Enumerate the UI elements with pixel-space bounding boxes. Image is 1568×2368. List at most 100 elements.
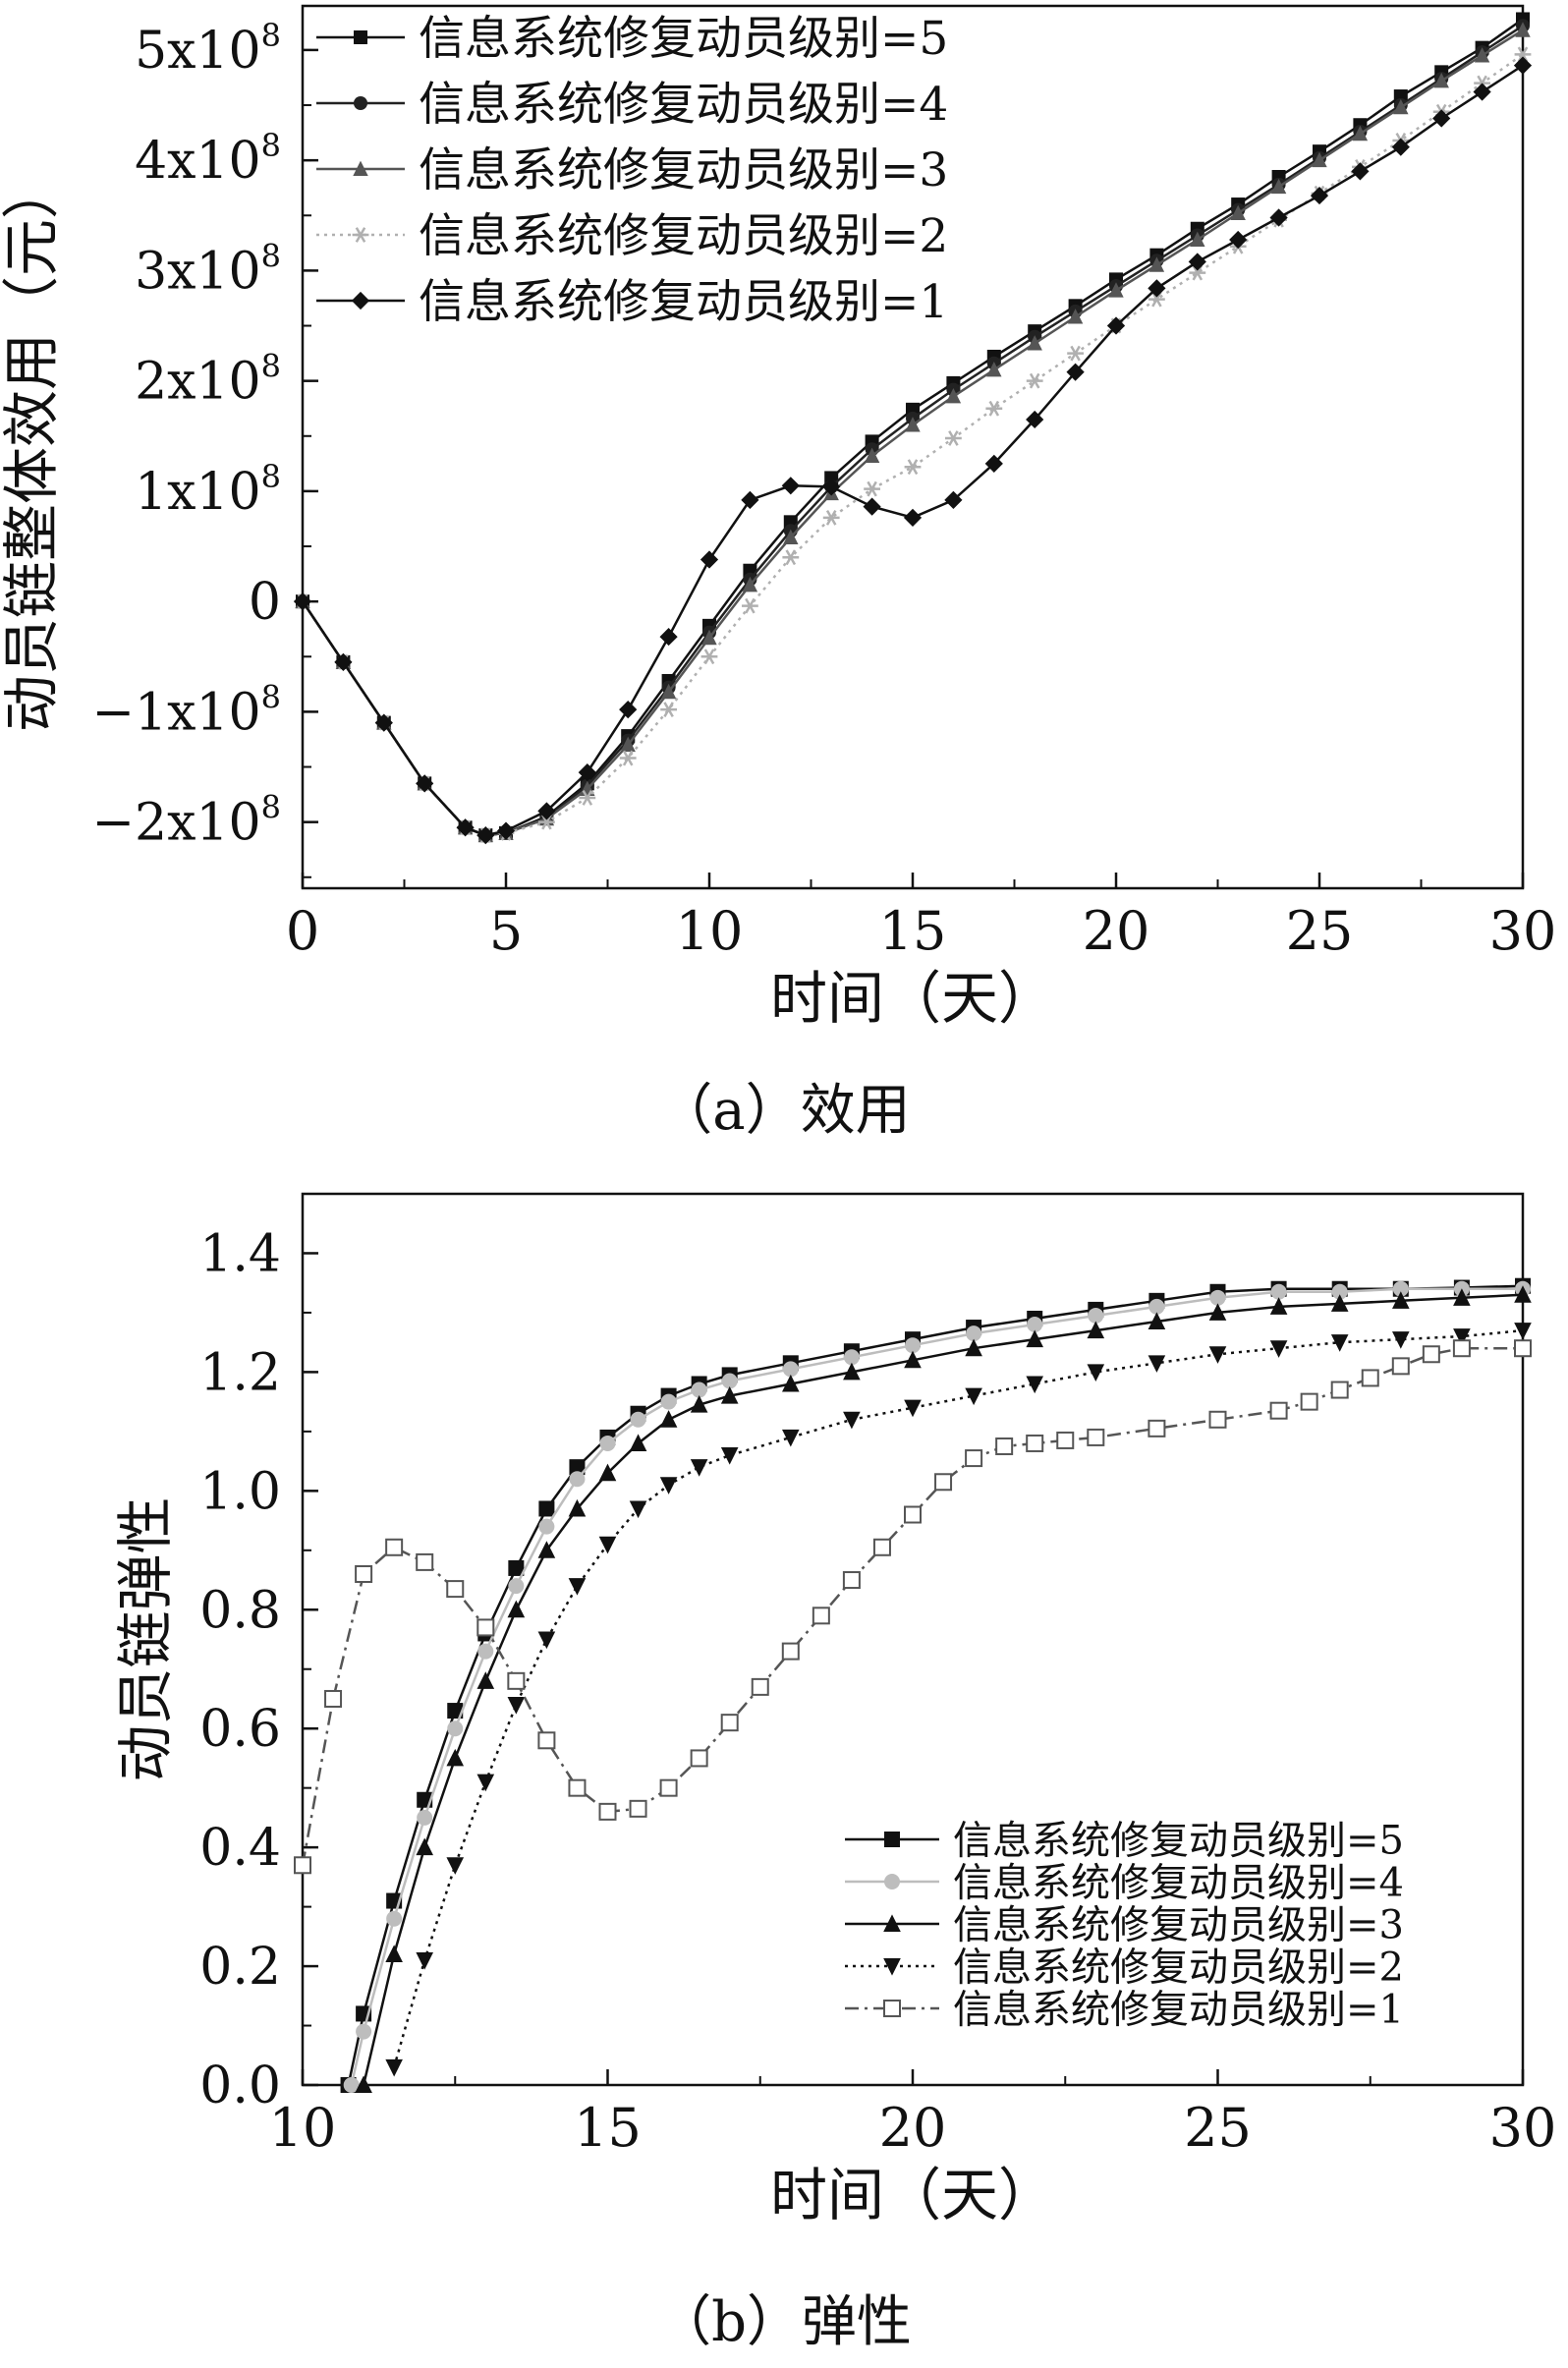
y-tick-label: 0.0 — [199, 2057, 281, 2115]
y-tick-label: 0.6 — [199, 1700, 281, 1759]
data-point-marker — [945, 430, 962, 446]
data-point-marker — [782, 1361, 799, 1378]
data-point-marker — [1208, 1410, 1227, 1429]
data-point-marker — [751, 1677, 769, 1696]
data-point-marker — [568, 1498, 587, 1517]
data-point-marker — [629, 1434, 647, 1451]
asterisk-stroke — [541, 814, 552, 830]
data-point-marker — [1473, 83, 1491, 101]
legend-item: 信息系统修复动员级别=2 — [316, 209, 948, 263]
series-5 — [293, 56, 1533, 845]
x-tick-label: 10 — [269, 2097, 337, 2159]
legend-label: 信息系统修复动员级别=5 — [419, 12, 948, 66]
data-point-marker — [1514, 1339, 1532, 1358]
y-tick-label: 1x108 — [135, 458, 281, 522]
data-point-marker — [1026, 410, 1044, 429]
data-point-marker — [1433, 72, 1449, 88]
data-point-marker — [507, 1671, 526, 1690]
data-point-marker — [1208, 1303, 1227, 1321]
x-tick-label: 5 — [489, 900, 523, 962]
data-point-marker — [1108, 282, 1124, 298]
data-point-marker — [538, 1518, 555, 1535]
y-tick-label: 0.4 — [199, 1819, 281, 1878]
data-point-marker — [620, 736, 636, 753]
x-tick-label: 0 — [286, 900, 319, 962]
legend-item: 信息系统修复动员级别=1 — [845, 1987, 1404, 2032]
data-point-marker — [508, 1559, 525, 1576]
data-point-marker — [355, 1564, 373, 1583]
data-point-marker — [741, 490, 759, 509]
data-point-marker — [1148, 256, 1165, 272]
data-point-marker — [537, 1731, 556, 1750]
data-point-marker — [629, 1799, 647, 1818]
data-point-marker — [1515, 22, 1531, 37]
data-point-marker — [447, 1720, 464, 1737]
data-point-marker — [965, 1338, 982, 1357]
data-point-marker — [905, 1337, 921, 1354]
data-point-marker — [353, 160, 368, 176]
data-point-marker — [1391, 1357, 1410, 1376]
data-point-marker — [619, 750, 637, 766]
data-point-marker — [477, 1643, 494, 1660]
x-tick-label: 25 — [1184, 2097, 1252, 2159]
data-point-marker — [343, 2077, 360, 2093]
asterisk-stroke — [1517, 46, 1529, 63]
data-point-marker — [1188, 253, 1206, 271]
series-5 — [294, 1339, 1532, 1875]
data-point-marker — [1513, 56, 1533, 75]
data-point-marker — [905, 417, 921, 432]
data-point-marker — [986, 362, 1002, 377]
series-3 — [355, 1285, 1532, 2093]
asterisk-stroke — [703, 648, 715, 665]
chart-utility: 0 5 10 15 20 25 30 −2x108 −1x108 0 1x108 2x108 3x108… — [0, 4, 1556, 1032]
data-point-marker — [416, 1952, 433, 1970]
data-point-marker — [538, 1500, 555, 1517]
data-point-marker — [354, 30, 367, 44]
data-point-marker — [995, 1437, 1014, 1455]
x-tick-label: 25 — [1286, 900, 1354, 962]
data-point-marker — [293, 592, 312, 611]
data-point-marker — [984, 454, 1003, 473]
asterisk-stroke — [988, 400, 1000, 417]
data-point-marker — [843, 1349, 860, 1366]
data-point-marker — [355, 2075, 372, 2093]
data-point-marker — [843, 1411, 861, 1430]
data-point-marker — [863, 497, 881, 516]
y-axis-title: 动员链弹性 — [112, 1496, 179, 1781]
data-point-marker — [1422, 1345, 1440, 1364]
data-point-marker — [446, 1857, 465, 1875]
data-point-marker — [1453, 1288, 1471, 1306]
asterisk-stroke — [745, 597, 756, 614]
legend-label: 信息系统修复动员级别=3 — [953, 1902, 1404, 1947]
data-point-marker — [904, 1350, 922, 1369]
data-point-marker — [883, 1958, 901, 1976]
x-tick-label: 20 — [879, 2097, 947, 2159]
y-tick-label: 0 — [249, 573, 281, 632]
data-point-marker — [1056, 1431, 1075, 1449]
data-point-marker — [1432, 109, 1451, 128]
data-point-marker — [864, 447, 880, 463]
data-point-marker — [1330, 1381, 1349, 1399]
data-point-marker — [1148, 1298, 1165, 1315]
data-point-marker — [476, 1774, 495, 1792]
legend-label: 信息系统修复动员级别=2 — [953, 1945, 1404, 1990]
x-tick-label: 20 — [1083, 900, 1150, 962]
data-point-marker — [742, 597, 758, 614]
data-point-marker — [864, 480, 880, 497]
legend-label: 信息系统修复动员级别=1 — [953, 1987, 1404, 2032]
y-tick-label: 0.8 — [199, 1581, 281, 1640]
data-point-marker — [1514, 1285, 1532, 1303]
data-point-marker — [822, 478, 841, 496]
legend-label: 信息系统修复动员级别=4 — [419, 78, 948, 132]
legend-item: 信息系统修复动员级别=5 — [845, 1818, 1404, 1863]
data-point-marker — [1330, 1294, 1349, 1312]
data-point-marker — [352, 227, 369, 243]
asterisk-stroke — [355, 227, 366, 243]
asterisk-stroke — [1192, 264, 1204, 281]
data-point-marker — [446, 1580, 465, 1599]
data-point-marker — [1300, 1392, 1318, 1411]
data-point-marker — [965, 1387, 982, 1406]
data-point-marker — [659, 1477, 678, 1494]
data-point-marker — [1270, 178, 1287, 195]
